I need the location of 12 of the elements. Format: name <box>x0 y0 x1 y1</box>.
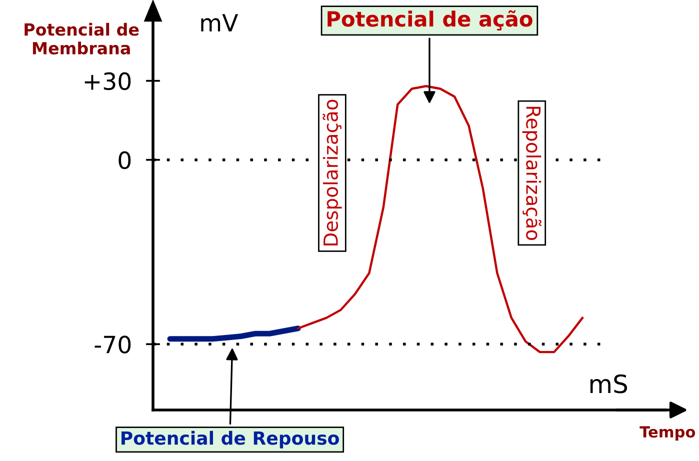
y-axis-title: Potencial de Membrana <box>24 22 139 54</box>
annotation: Potencial de ação <box>328 10 532 31</box>
line-series <box>296 84 584 354</box>
annotation: mV <box>201 14 238 32</box>
text: Potencial de Repouso <box>122 430 339 448</box>
annotation: mS <box>590 374 628 394</box>
y-tick-label: 0 <box>118 151 131 170</box>
annotation: Despolarização <box>322 100 342 246</box>
y-tick-label: +30 <box>84 72 131 90</box>
annotation: Repolarização <box>522 106 542 240</box>
y-tick-label: -70 <box>94 336 131 354</box>
x-axis-title: Tempo <box>640 426 696 441</box>
